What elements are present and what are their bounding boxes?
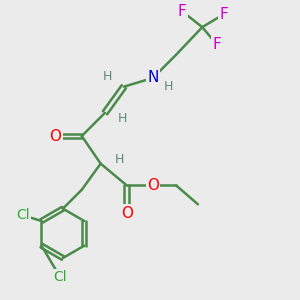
- Text: H: H: [118, 112, 127, 125]
- Text: H: H: [115, 153, 124, 166]
- Text: H: H: [164, 80, 174, 93]
- Text: O: O: [121, 206, 133, 220]
- Text: F: F: [220, 7, 228, 22]
- Text: N: N: [147, 70, 159, 86]
- Text: O: O: [147, 178, 159, 193]
- Text: H: H: [103, 70, 112, 83]
- Text: Cl: Cl: [16, 208, 29, 222]
- Text: O: O: [50, 128, 61, 143]
- Text: F: F: [212, 37, 221, 52]
- Text: F: F: [178, 4, 186, 19]
- Text: Cl: Cl: [53, 270, 67, 284]
